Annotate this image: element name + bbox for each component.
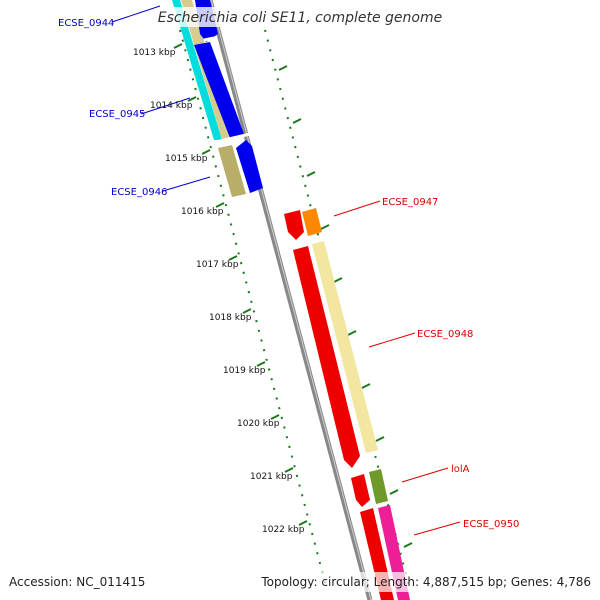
- topology-text: Topology: circular; Length: 4,887,515 bp…: [260, 575, 591, 589]
- major-tick: [278, 65, 288, 71]
- tick-label: 1017 kbp: [196, 260, 239, 270]
- leader-ecse-0950: [413, 521, 461, 536]
- gene-ecse-0946-blue[interactable]: [236, 140, 263, 193]
- gene-ecse-0948-red[interactable]: [293, 246, 360, 468]
- accession-text: Accession: NC_011415: [9, 575, 145, 589]
- gene-ecse-0948-yellow[interactable]: [312, 241, 378, 453]
- major-tick: [403, 542, 413, 548]
- tick-label: 1021 kbp: [250, 472, 293, 482]
- major-tick: [173, 43, 183, 49]
- major-tick: [284, 467, 294, 473]
- major-tick: [333, 277, 343, 283]
- gene-ecse-0947-orange[interactable]: [302, 208, 322, 236]
- tick-label: 1013 kbp: [133, 48, 176, 58]
- leader-ecse-0945: [140, 97, 191, 115]
- genome-backbone: [207, 0, 373, 600]
- ruler-major-ticks: [173, 43, 308, 526]
- major-tick: [256, 361, 266, 367]
- leader-ecse-0944: [111, 5, 161, 23]
- label-ecse-0944[interactable]: ECSE_0944: [58, 18, 114, 29]
- major-tick: [228, 255, 238, 261]
- tick-label: 1015 kbp: [165, 154, 208, 164]
- label-ecse-0947[interactable]: ECSE_0947: [382, 197, 438, 208]
- tick-label: 1022 kbp: [262, 525, 305, 535]
- ruler-track: [179, 29, 328, 591]
- major-tick: [242, 308, 252, 314]
- tick-label: 1016 kbp: [181, 207, 224, 217]
- gene-lola-red[interactable]: [351, 474, 370, 507]
- major-tick: [292, 118, 302, 124]
- leader-ecse-0947: [333, 200, 381, 217]
- major-tick: [320, 224, 330, 230]
- title-background: [160, 7, 442, 27]
- gene-ecse-0947-red[interactable]: [284, 210, 304, 240]
- leader-lola: [401, 467, 449, 483]
- genome-backbone-highlight: [210, 0, 372, 600]
- major-tick: [201, 149, 211, 155]
- gene-ecse-0946-khaki[interactable]: [218, 145, 246, 197]
- leader-ecse-0948: [368, 332, 416, 348]
- major-tick: [361, 383, 371, 389]
- major-tick: [298, 520, 308, 526]
- major-tick: [215, 202, 225, 208]
- label-lola[interactable]: lolA: [451, 464, 470, 475]
- tick-label: 1014 kbp: [150, 101, 193, 111]
- gene-ecse-0944-cyan[interactable]: [172, 0, 222, 140]
- major-tick: [347, 330, 357, 336]
- major-tick: [389, 489, 399, 495]
- major-tick: [306, 171, 316, 177]
- gene-gap: [215, 132, 251, 144]
- leader-ecse-0946: [162, 176, 211, 192]
- tick-label: 1020 kbp: [237, 419, 280, 429]
- label-ecse-0945[interactable]: ECSE_0945: [89, 109, 145, 120]
- outer-major-ticks: [278, 65, 413, 548]
- tick-label: 1018 kbp: [209, 313, 252, 323]
- tick-label: 1019 kbp: [223, 366, 266, 376]
- footer-background: [0, 572, 600, 592]
- major-tick: [187, 96, 197, 102]
- gene-ecse-0945-blue[interactable]: [194, 42, 244, 138]
- major-tick: [375, 436, 385, 442]
- page-title: Escherichia coli SE11, complete genome: [158, 10, 442, 26]
- label-ecse-0948[interactable]: ECSE_0948: [417, 329, 473, 340]
- label-ecse-0946[interactable]: ECSE_0946: [111, 187, 167, 198]
- gene-gap: [203, 36, 215, 42]
- gene-lola-olive[interactable]: [369, 469, 388, 504]
- label-ecse-0950[interactable]: ECSE_0950: [463, 519, 519, 530]
- major-tick: [270, 414, 280, 420]
